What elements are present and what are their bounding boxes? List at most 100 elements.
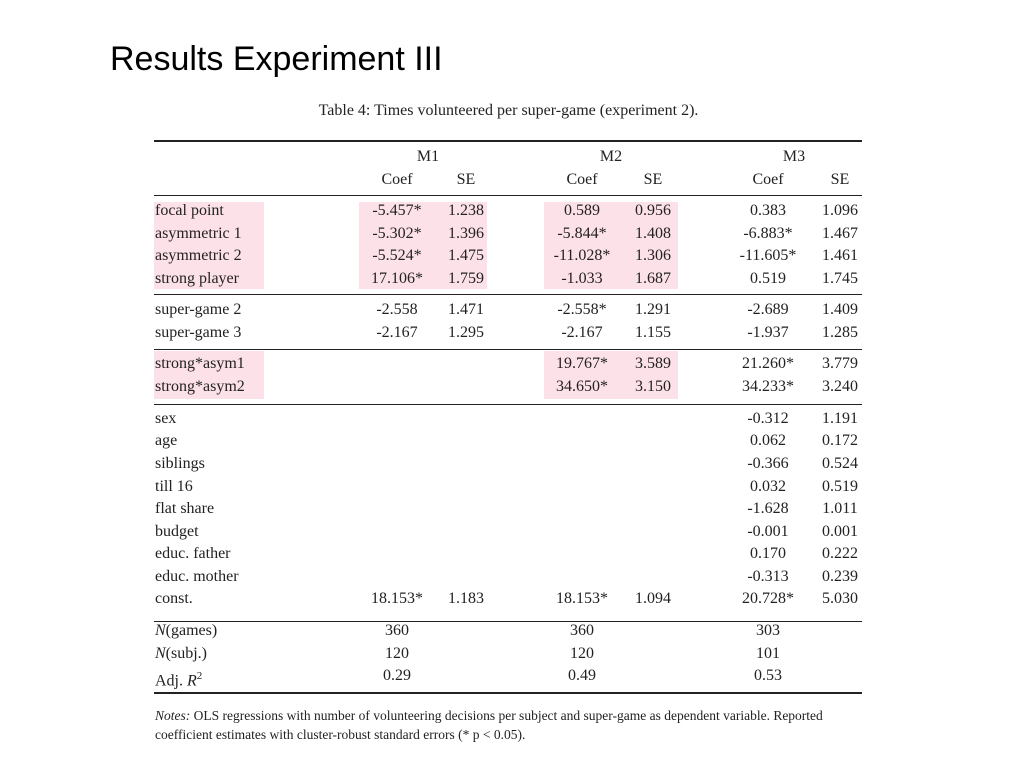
highlight-block bbox=[544, 202, 678, 289]
notes-label: Notes: bbox=[155, 708, 191, 723]
row-label: focal point bbox=[155, 202, 224, 219]
row-label: age bbox=[155, 432, 178, 449]
table-cell: -5.302* bbox=[372, 225, 422, 242]
table-cell: -2.558* bbox=[557, 301, 607, 318]
row-label: strong*asym2 bbox=[155, 378, 245, 395]
table-rule bbox=[154, 621, 862, 622]
stat-label: N(subj.) bbox=[155, 645, 207, 662]
table-cell: 1.183 bbox=[448, 590, 484, 607]
row-label: till 16 bbox=[155, 478, 193, 495]
table-cell: 34.233* bbox=[742, 378, 794, 395]
table-cell: -5.844* bbox=[557, 225, 607, 242]
table-cell: 0.062 bbox=[750, 432, 786, 449]
notes-text: OLS regressions with number of volunteer… bbox=[155, 708, 823, 742]
table-cell: 0.519 bbox=[822, 478, 858, 495]
table-rule bbox=[154, 349, 862, 350]
stat-value: 101 bbox=[756, 645, 780, 662]
table-cell: 0.032 bbox=[750, 478, 786, 495]
table-cell: 1.745 bbox=[822, 270, 858, 287]
row-label: flat share bbox=[155, 500, 215, 517]
table-cell: 0.956 bbox=[635, 202, 671, 219]
table-cell: -6.883* bbox=[743, 225, 793, 242]
table-cell: 20.728* bbox=[742, 590, 794, 607]
stat-value: 120 bbox=[385, 645, 409, 662]
table-cell: 1.471 bbox=[448, 301, 484, 318]
slide-title: Results Experiment III bbox=[110, 40, 443, 78]
table-cell: 21.260* bbox=[742, 355, 794, 372]
table-cell: 3.779 bbox=[822, 355, 858, 372]
col-header-se: SE bbox=[456, 171, 476, 188]
table-cell: 1.295 bbox=[448, 324, 484, 341]
table-cell: -2.558 bbox=[376, 301, 418, 318]
table-cell: 1.155 bbox=[635, 324, 671, 341]
model-header-m1: M1 bbox=[416, 148, 440, 165]
table-rule bbox=[154, 140, 862, 142]
table-cell: 0.589 bbox=[564, 202, 600, 219]
col-header-coef: Coef bbox=[566, 171, 598, 188]
table-cell: 1.291 bbox=[635, 301, 671, 318]
table-rule bbox=[154, 404, 862, 405]
row-label: super-game 2 bbox=[155, 301, 242, 318]
stat-value: 360 bbox=[385, 622, 409, 639]
table-rule bbox=[154, 195, 862, 196]
table-cell: 3.589 bbox=[635, 355, 671, 372]
table-cell: 19.767* bbox=[556, 355, 608, 372]
table-cell: 18.153* bbox=[371, 590, 423, 607]
table-cell: -2.167 bbox=[376, 324, 418, 341]
model-header-m3: M3 bbox=[782, 148, 806, 165]
table-caption: Table 4: Times volunteered per super-gam… bbox=[318, 102, 699, 119]
table-cell: 0.170 bbox=[750, 545, 786, 562]
table-cell: 1.687 bbox=[635, 270, 671, 287]
table-cell: -0.001 bbox=[747, 523, 789, 540]
highlight-block bbox=[359, 202, 487, 289]
col-header-coef: Coef bbox=[381, 171, 413, 188]
highlight-block bbox=[544, 351, 678, 399]
col-header-coef: Coef bbox=[752, 171, 784, 188]
row-label: budget bbox=[155, 523, 199, 540]
table-cell: 1.467 bbox=[822, 225, 858, 242]
model-header-m2: M2 bbox=[599, 148, 623, 165]
table-cell: 0.524 bbox=[822, 455, 858, 472]
table-cell: -1.937 bbox=[747, 324, 789, 341]
highlight-block bbox=[154, 351, 264, 399]
table-cell: 1.408 bbox=[635, 225, 671, 242]
table-cell: -2.689 bbox=[747, 301, 789, 318]
table-cell: -2.167 bbox=[561, 324, 603, 341]
row-label: educ. mother bbox=[155, 568, 239, 585]
table-rule bbox=[154, 294, 862, 295]
table-cell: 1.396 bbox=[448, 225, 484, 242]
table-notes: Notes: OLS regressions with number of vo… bbox=[155, 706, 867, 744]
row-label: strong player bbox=[155, 270, 239, 287]
table-cell: 1.238 bbox=[448, 202, 484, 219]
stat-value: 360 bbox=[570, 622, 594, 639]
table-cell: 1.461 bbox=[822, 247, 858, 264]
table-cell: -5.524* bbox=[372, 247, 422, 264]
table-cell: -0.312 bbox=[747, 410, 789, 427]
table-cell: -5.457* bbox=[372, 202, 422, 219]
table-cell: 34.650* bbox=[556, 378, 608, 395]
row-label: educ. father bbox=[155, 545, 231, 562]
row-label: const. bbox=[155, 590, 193, 607]
table-cell: 0.001 bbox=[822, 523, 858, 540]
row-label: siblings bbox=[155, 455, 205, 472]
stat-label: Adj. R2 bbox=[155, 670, 203, 690]
table-cell: -11.028* bbox=[553, 247, 611, 264]
row-label: strong*asym1 bbox=[155, 355, 245, 372]
row-label: super-game 3 bbox=[155, 324, 242, 341]
row-label: sex bbox=[155, 410, 177, 427]
table-cell: 17.106* bbox=[371, 270, 423, 287]
table-cell: 0.222 bbox=[822, 545, 858, 562]
table-cell: 1.094 bbox=[635, 590, 671, 607]
col-header-se: SE bbox=[830, 171, 850, 188]
stat-value: 0.53 bbox=[754, 667, 782, 684]
stat-value: 120 bbox=[570, 645, 594, 662]
table-cell: 1.475 bbox=[448, 247, 484, 264]
table-cell: 0.239 bbox=[822, 568, 858, 585]
table-cell: 1.759 bbox=[448, 270, 484, 287]
col-header-se: SE bbox=[643, 171, 663, 188]
table-cell: 3.150 bbox=[635, 378, 671, 395]
table-cell: -0.313 bbox=[747, 568, 789, 585]
table-cell: 1.096 bbox=[822, 202, 858, 219]
table-cell: -1.033 bbox=[561, 270, 603, 287]
table-cell: 1.191 bbox=[822, 410, 858, 427]
